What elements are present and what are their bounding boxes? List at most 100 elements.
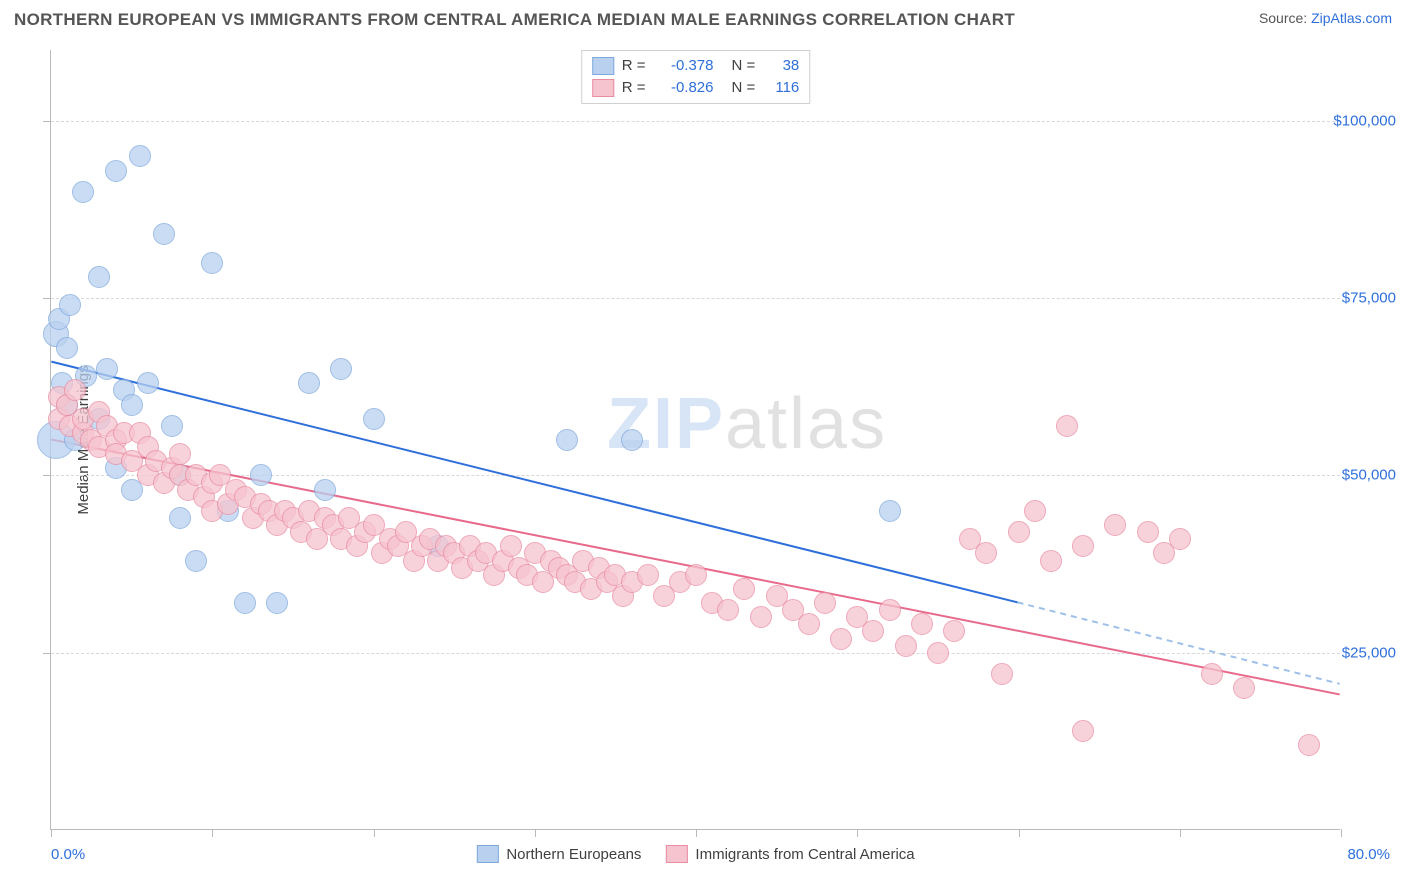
y-tick [43,121,51,122]
x-axis-min-label: 0.0% [51,846,85,863]
data-point [1233,677,1255,699]
y-tick [43,298,51,299]
data-point [161,415,183,437]
legend-r-value: -0.826 [654,77,714,99]
data-point [121,394,143,416]
data-point [1024,500,1046,522]
data-point [250,464,272,486]
legend-swatch [592,79,614,97]
chart-header: NORTHERN EUROPEAN VS IMMIGRANTS FROM CEN… [14,10,1392,30]
chart-title: NORTHERN EUROPEAN VS IMMIGRANTS FROM CEN… [14,10,1015,30]
x-tick [374,829,375,837]
legend-item: Northern Europeans [476,845,641,863]
legend-r-label: R = [622,55,646,77]
y-tick [43,653,51,654]
data-point [750,606,772,628]
data-point [88,266,110,288]
data-point [830,628,852,650]
data-point [500,535,522,557]
legend-label: Northern Europeans [506,846,641,863]
data-point [1056,415,1078,437]
y-tick-label: $100,000 [1333,112,1396,129]
data-point [637,564,659,586]
data-point [137,372,159,394]
data-point [234,592,256,614]
data-point [363,408,385,430]
data-point [59,294,81,316]
gridline [51,653,1340,654]
regression-lines [51,50,1340,829]
data-point [105,160,127,182]
data-point [685,564,707,586]
data-point [717,599,739,621]
x-tick [1341,829,1342,837]
data-point [621,429,643,451]
data-point [733,578,755,600]
data-point [798,613,820,635]
legend-n-value: 116 [763,77,799,99]
data-point [330,358,352,380]
legend-n-label: N = [732,77,756,99]
y-tick-label: $50,000 [1342,467,1396,484]
legend-r-label: R = [622,77,646,99]
gridline [51,121,1340,122]
data-point [298,372,320,394]
data-point [56,337,78,359]
data-point [201,252,223,274]
watermark: ZIPatlas [607,383,887,465]
data-point [314,479,336,501]
x-axis-max-label: 80.0% [1347,846,1390,863]
data-point [975,542,997,564]
data-point [1298,734,1320,756]
source-prefix: Source: [1259,10,1311,26]
data-point [129,145,151,167]
x-tick [857,829,858,837]
x-tick [212,829,213,837]
data-point [64,379,86,401]
series-legend: Northern Europeans Immigrants from Centra… [476,845,914,863]
data-point [862,620,884,642]
legend-n-value: 38 [763,55,799,77]
data-point [153,223,175,245]
data-point [814,592,836,614]
data-point [943,620,965,642]
gridline [51,475,1340,476]
legend-swatch [592,57,614,75]
data-point [991,663,1013,685]
legend-row: R = -0.378 N = 38 [592,55,800,77]
data-point [895,635,917,657]
y-tick [43,475,51,476]
data-point [169,443,191,465]
watermark-atlas: atlas [725,384,887,464]
data-point [72,181,94,203]
legend-swatch [665,845,687,863]
legend-label: Immigrants from Central America [695,846,914,863]
x-tick [1180,829,1181,837]
chart-source: Source: ZipAtlas.com [1259,10,1392,26]
data-point [185,550,207,572]
legend-n-label: N = [732,55,756,77]
data-point [1040,550,1062,572]
x-tick [51,829,52,837]
data-point [96,358,118,380]
data-point [556,429,578,451]
x-tick [1019,829,1020,837]
data-point [1104,514,1126,536]
x-tick [696,829,697,837]
watermark-zip: ZIP [607,384,725,464]
x-tick [535,829,536,837]
data-point [1169,528,1191,550]
source-link[interactable]: ZipAtlas.com [1311,10,1392,26]
data-point [927,642,949,664]
data-point [1201,663,1223,685]
data-point [879,500,901,522]
y-tick-label: $25,000 [1342,644,1396,661]
legend-item: Immigrants from Central America [665,845,914,863]
plot-area: Median Male Earnings $25,000$50,000$75,0… [50,50,1340,830]
legend-r-value: -0.378 [654,55,714,77]
data-point [1072,535,1094,557]
data-point [266,592,288,614]
y-tick-label: $75,000 [1342,290,1396,307]
data-point [1008,521,1030,543]
gridline [51,298,1340,299]
